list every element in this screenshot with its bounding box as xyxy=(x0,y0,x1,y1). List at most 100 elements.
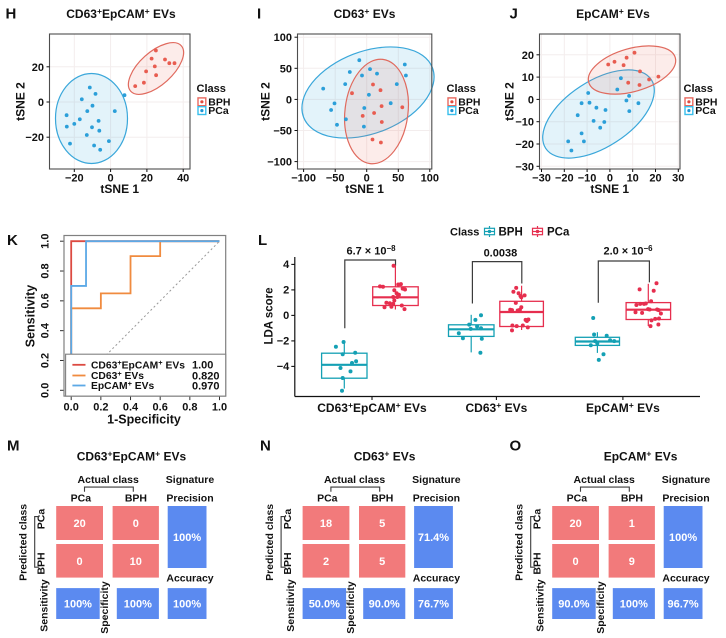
svg-text:0: 0 xyxy=(286,94,292,106)
svg-text:5: 5 xyxy=(379,556,385,568)
svg-text:BPH: BPH xyxy=(499,227,523,239)
svg-text:20: 20 xyxy=(569,518,581,530)
svg-text:BPH: BPH xyxy=(458,96,480,108)
svg-text:Class: Class xyxy=(447,83,476,95)
svg-text:2: 2 xyxy=(283,285,289,297)
svg-text:100%: 100% xyxy=(173,599,201,611)
svg-text:tSNE 2: tSNE 2 xyxy=(259,82,273,121)
svg-text:Class: Class xyxy=(197,83,226,95)
svg-text:0: 0 xyxy=(364,173,370,185)
svg-text:0: 0 xyxy=(607,173,613,185)
svg-text:tSNE 1: tSNE 1 xyxy=(590,182,629,196)
svg-text:CD63+ EVs: CD63+ EVs xyxy=(91,369,144,382)
svg-text:−4: −4 xyxy=(277,361,290,373)
svg-text:20: 20 xyxy=(649,173,661,185)
svg-text:40: 40 xyxy=(177,173,189,185)
svg-text:Specificity: Specificity xyxy=(99,581,111,634)
svg-text:1-Specificity: 1-Specificity xyxy=(107,413,181,427)
svg-text:Actual class: Actual class xyxy=(78,474,139,486)
svg-text:1.0: 1.0 xyxy=(212,402,227,414)
svg-text:−10: −10 xyxy=(578,173,597,185)
svg-text:10: 10 xyxy=(522,72,534,84)
svg-text:Sensitivity: Sensitivity xyxy=(285,579,297,632)
svg-text:BPH: BPH xyxy=(371,493,393,505)
svg-text:Accuracy: Accuracy xyxy=(413,573,460,585)
svg-text:−50: −50 xyxy=(273,126,292,138)
svg-text:tSNE 1: tSNE 1 xyxy=(345,182,384,196)
svg-text:Specificity: Specificity xyxy=(345,581,357,634)
svg-text:0.8: 0.8 xyxy=(182,402,197,414)
svg-text:−20: −20 xyxy=(555,173,574,185)
svg-text:Precision: Precision xyxy=(662,493,709,505)
svg-text:BPH: BPH xyxy=(695,96,717,108)
svg-text:100%: 100% xyxy=(620,599,648,611)
svg-text:0.970: 0.970 xyxy=(192,380,220,392)
svg-text:Class: Class xyxy=(450,227,479,239)
svg-text:tSNE 2: tSNE 2 xyxy=(14,82,28,121)
svg-text:PCa: PCa xyxy=(567,493,588,505)
svg-text:50: 50 xyxy=(392,173,404,185)
svg-text:0.0: 0.0 xyxy=(64,402,79,414)
svg-text:Actual class: Actual class xyxy=(324,474,385,486)
svg-text:−100: −100 xyxy=(267,157,292,169)
svg-text:Accuracy: Accuracy xyxy=(662,573,709,585)
svg-text:76.7%: 76.7% xyxy=(418,599,449,611)
svg-text:PCa: PCa xyxy=(208,105,229,117)
svg-text:Signature: Signature xyxy=(412,474,461,486)
svg-text:100%: 100% xyxy=(64,599,92,611)
svg-text:30: 30 xyxy=(672,173,684,185)
svg-text:CD63+ EVs: CD63+ EVs xyxy=(334,6,396,21)
svg-text:CD63+EpCAM+ EVs: CD63+EpCAM+ EVs xyxy=(77,449,187,464)
svg-text:0.4: 0.4 xyxy=(123,402,139,414)
svg-text:K: K xyxy=(7,232,18,249)
svg-text:Sensitivity: Sensitivity xyxy=(39,579,51,632)
svg-text:PCa: PCa xyxy=(36,509,48,530)
svg-text:PCa: PCa xyxy=(547,227,570,239)
svg-text:100%: 100% xyxy=(669,532,697,544)
svg-text:−20: −20 xyxy=(515,139,534,151)
svg-text:6.7 × 10−8: 6.7 × 10−8 xyxy=(346,244,396,258)
svg-text:20: 20 xyxy=(32,62,44,74)
svg-text:PCa: PCa xyxy=(317,493,338,505)
svg-text:100%: 100% xyxy=(124,599,152,611)
svg-text:PCa: PCa xyxy=(532,509,544,530)
svg-text:PCa: PCa xyxy=(71,493,92,505)
svg-text:BPH: BPH xyxy=(36,552,48,574)
svg-text:10: 10 xyxy=(627,173,639,185)
svg-text:PCa: PCa xyxy=(695,105,716,117)
svg-text:2: 2 xyxy=(323,556,329,568)
svg-text:20: 20 xyxy=(73,518,85,530)
svg-text:Signature: Signature xyxy=(166,474,215,486)
svg-text:71.4%: 71.4% xyxy=(418,532,449,544)
svg-text:H: H xyxy=(6,6,17,23)
svg-text:O: O xyxy=(510,438,522,455)
svg-text:BPH: BPH xyxy=(208,96,230,108)
svg-text:0.820: 0.820 xyxy=(192,370,220,382)
svg-text:0.8: 0.8 xyxy=(40,263,52,278)
svg-text:0.6: 0.6 xyxy=(40,293,52,308)
svg-text:4: 4 xyxy=(283,259,290,271)
svg-text:90.0%: 90.0% xyxy=(558,599,589,611)
svg-text:L: L xyxy=(258,232,267,249)
svg-text:0: 0 xyxy=(283,310,289,322)
svg-text:−20: −20 xyxy=(25,132,44,144)
svg-text:0.0: 0.0 xyxy=(40,383,52,398)
svg-text:EpCAM+ EVs: EpCAM+ EVs xyxy=(604,449,678,464)
svg-text:1: 1 xyxy=(629,518,635,530)
svg-text:EpCAM+ EVs: EpCAM+ EVs xyxy=(586,400,660,415)
svg-text:BPH: BPH xyxy=(125,493,147,505)
svg-text:10: 10 xyxy=(130,556,142,568)
svg-text:−30: −30 xyxy=(515,161,534,173)
svg-text:−50: −50 xyxy=(326,173,345,185)
svg-text:50: 50 xyxy=(280,63,292,75)
svg-text:Sensitivity: Sensitivity xyxy=(535,579,547,632)
svg-text:Predicted class: Predicted class xyxy=(514,504,526,581)
svg-text:N: N xyxy=(260,438,271,455)
svg-text:Signature: Signature xyxy=(662,474,711,486)
svg-text:0.0038: 0.0038 xyxy=(484,248,518,260)
svg-text:0.4: 0.4 xyxy=(40,322,52,338)
svg-text:0.6: 0.6 xyxy=(153,402,168,414)
svg-text:tSNE 2: tSNE 2 xyxy=(503,82,517,121)
svg-text:Sensitivity: Sensitivity xyxy=(24,285,38,348)
svg-text:−10: −10 xyxy=(515,117,534,129)
